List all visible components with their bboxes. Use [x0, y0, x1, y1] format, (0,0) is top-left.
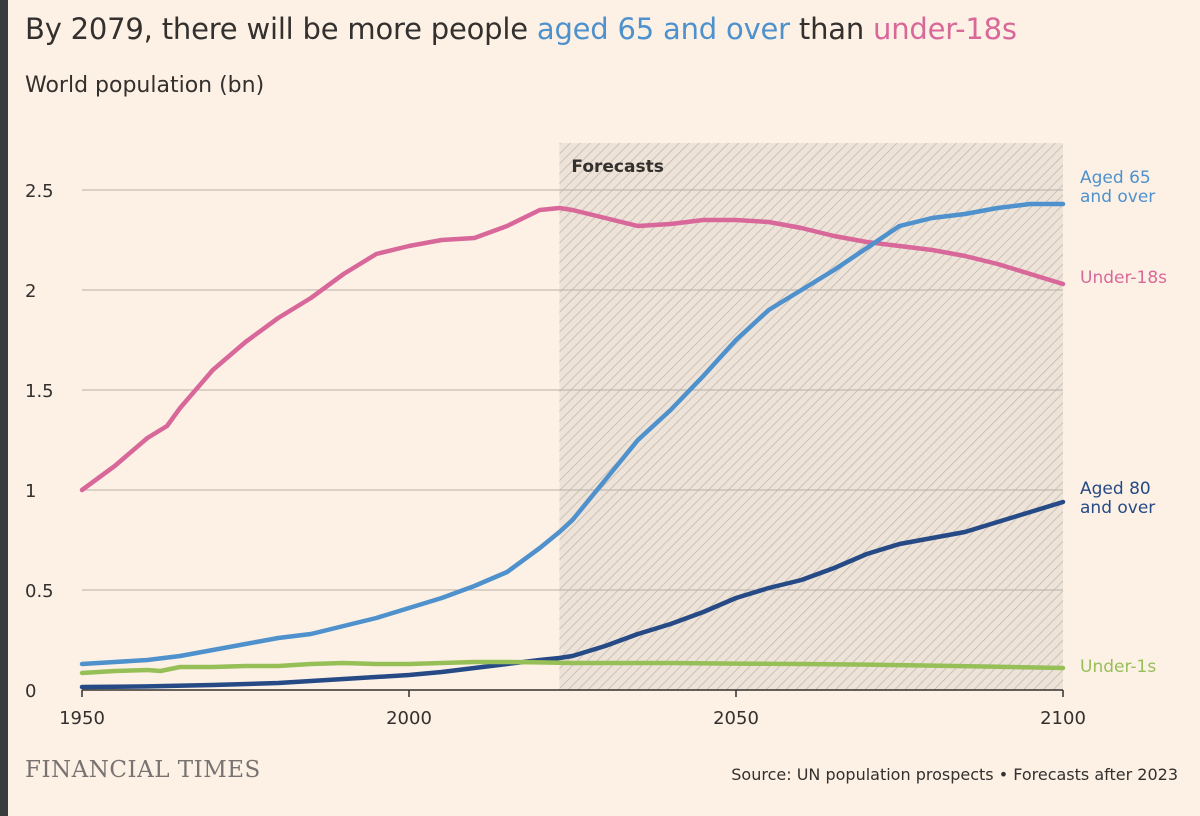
x-tick-label: 2000: [386, 708, 432, 729]
window-edge: [0, 0, 8, 816]
series-line-under1: [79, 659, 1066, 676]
chart-subtitle: World population (bn): [25, 73, 265, 98]
y-tick-label: 0.5: [25, 581, 54, 602]
series-line-under18: [79, 205, 1066, 493]
forecast-region: [559, 143, 1063, 690]
y-tick-label: 1: [25, 481, 36, 502]
y-tick-label: 1.5: [25, 381, 54, 402]
y-tick-label: 0: [25, 681, 36, 702]
y-tick-label: 2.5: [25, 181, 54, 202]
title-middle: than: [789, 12, 874, 46]
series-label-aged65: Aged 65: [1080, 168, 1151, 188]
title-prefix: By 2079, there will be more people: [25, 12, 537, 46]
x-tick-label: 2050: [713, 708, 759, 729]
series-label-aged80: and over: [1080, 498, 1155, 518]
title-under18: under-18s: [873, 12, 1017, 46]
series-label-under1: Under-1s: [1080, 657, 1156, 677]
series-label-aged80: Aged 80: [1080, 479, 1151, 499]
y-tick-label: 2: [25, 281, 36, 302]
series-label-aged65: and over: [1080, 187, 1155, 207]
source-note: Source: UN population prospects • Foreca…: [731, 765, 1178, 784]
series-line-aged65: [79, 201, 1066, 667]
chart-title: By 2079, there will be more people aged …: [25, 12, 1017, 46]
x-tick-label: 1950: [59, 708, 105, 729]
x-tick-label: 2100: [1040, 708, 1086, 729]
title-aged65: aged 65 and over: [536, 12, 790, 46]
forecast-label: Forecasts: [571, 157, 663, 177]
series-label-under18: Under-18s: [1080, 268, 1167, 288]
ft-logo: FINANCIAL TIMES: [25, 757, 261, 783]
series-line-aged80: [79, 499, 1066, 690]
